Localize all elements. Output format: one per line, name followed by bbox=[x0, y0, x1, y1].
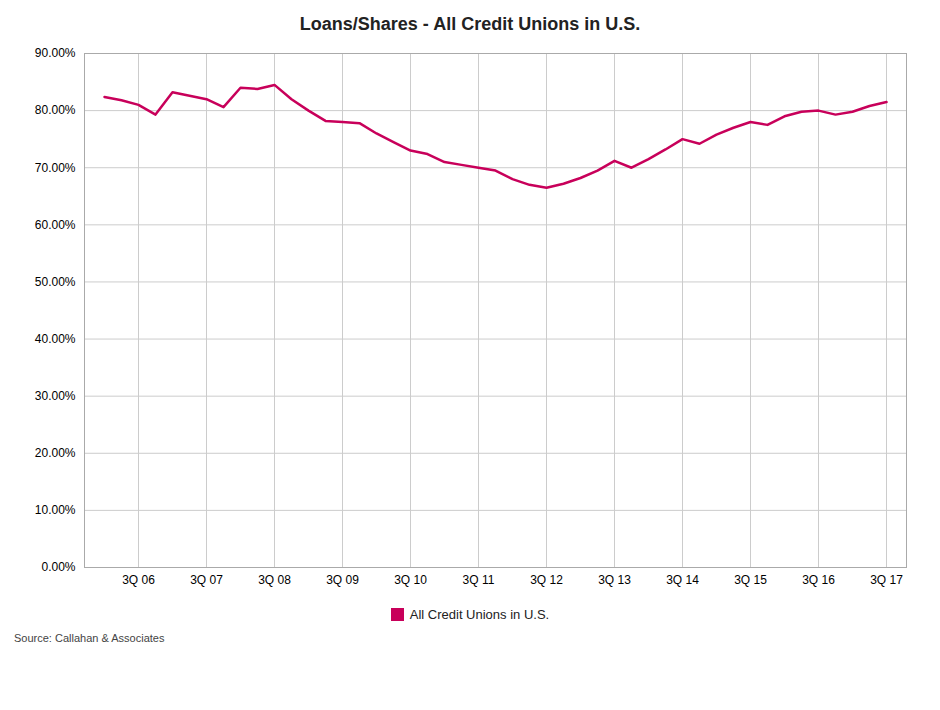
html-text:Source: Callahan & Associates: Source: Callahan & Associates bbox=[14, 632, 165, 644]
svg-text:0.00%: 0.00% bbox=[41, 560, 75, 574]
svg-text:20.00%: 20.00% bbox=[35, 446, 76, 460]
svg-text:80.00%: 80.00% bbox=[35, 103, 76, 117]
svg-text:3Q 17: 3Q 17 bbox=[870, 573, 903, 587]
svg-text:3Q 15: 3Q 15 bbox=[734, 573, 767, 587]
svg-text:50.00%: 50.00% bbox=[35, 275, 76, 289]
html-text:All Credit Unions in U.S.: All Credit Unions in U.S. bbox=[409, 607, 550, 622]
svg-text:3Q 16: 3Q 16 bbox=[802, 573, 835, 587]
svg-text:40.00%: 40.00% bbox=[35, 332, 76, 346]
svg-text:3Q 07: 3Q 07 bbox=[190, 573, 223, 587]
svg-text:3Q 14: 3Q 14 bbox=[666, 573, 699, 587]
svg-text:3Q 09: 3Q 09 bbox=[326, 573, 359, 587]
svg-text:10.00%: 10.00% bbox=[35, 503, 76, 517]
svg-text:3Q 10: 3Q 10 bbox=[394, 573, 427, 587]
svg-text:90.00%: 90.00% bbox=[35, 46, 76, 60]
svg-text:60.00%: 60.00% bbox=[35, 218, 76, 232]
svg-text:70.00%: 70.00% bbox=[35, 161, 76, 175]
svg-text:30.00%: 30.00% bbox=[35, 389, 76, 403]
html-text:Loans/Shares - All Credit Unio: Loans/Shares - All Credit Unions in U.S. bbox=[299, 14, 641, 34]
svg-text:3Q 11: 3Q 11 bbox=[463, 573, 495, 587]
svg-text:3Q 08: 3Q 08 bbox=[258, 573, 291, 587]
svg-text:3Q 13: 3Q 13 bbox=[598, 573, 631, 587]
svg-text:3Q 06: 3Q 06 bbox=[122, 573, 155, 587]
svg-text:3Q 12: 3Q 12 bbox=[530, 573, 563, 587]
